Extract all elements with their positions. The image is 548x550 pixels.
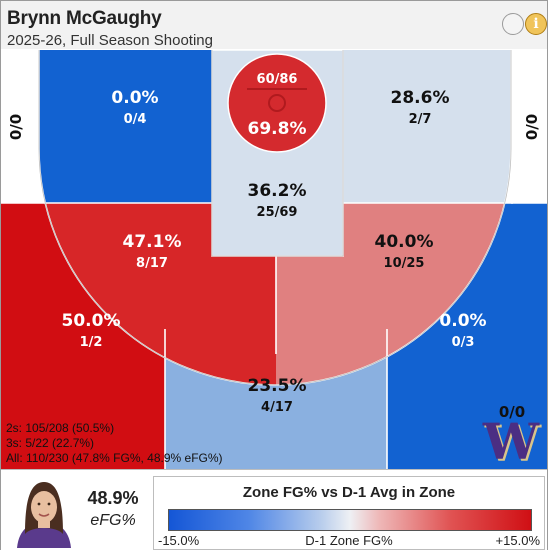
paint-frac: 25/69 [257,205,298,220]
rim-pct: 69.8% [248,119,307,139]
left-wing-3-frac: 1/2 [80,335,103,350]
header: Brynn McGaughy 2025-26, Full Season Shoo… [1,1,547,50]
right-corner-3-label: 0/0 [523,114,541,140]
zone-left-corner-3[interactable] [1,50,39,203]
rim-frac: 60/86 [257,72,298,87]
team-logo-shadow: W [484,414,542,469]
twos-summary: 2s: 105/208 (50.5%) [6,421,115,435]
right-baseline-2-pct: 28.6% [391,88,450,108]
zone-left-baseline-2[interactable] [39,50,212,203]
right-wing-3-frac: 0/3 [452,335,475,350]
team-logo: W W [482,412,542,469]
footer: 48.9% eFG% Zone FG% vs D-1 Avg in Zone -… [1,469,547,550]
zone-right-corner-3[interactable] [511,50,547,203]
legend-min-label: -15.0% [158,533,200,548]
efg-value: 48.9% [87,488,139,508]
zone-rim[interactable] [227,53,327,153]
top-of-key-3-frac: 4/17 [261,400,293,415]
right-wing-3-pct: 0.0% [439,311,486,331]
toggle-button[interactable] [502,13,524,35]
left-elbow-2-pct: 47.1% [123,232,182,252]
right-elbow-2-pct: 40.0% [375,232,434,252]
left-wing-3-pct: 50.0% [62,311,121,331]
legend-max-label: +15.0% [495,533,540,548]
right-baseline-2-frac: 2/7 [409,112,432,127]
color-legend: Zone FG% vs D-1 Avg in Zone -15.0% D-1 Z… [153,476,545,550]
chart-subtitle: 2025-26, Full Season Shooting [7,32,213,49]
heave-label: 0/0 [499,403,525,421]
legend-mid-label: D-1 Zone FG% [305,533,393,548]
court-heatmap: 0/0 0/0 0.0% 0/4 28.6% 2/7 60/86 69.8% 3… [1,49,547,469]
legend-title: Zone FG% vs D-1 Avg in Zone [242,484,456,501]
team-logo-letter: W [482,412,540,469]
zone-right-baseline-2[interactable] [343,50,513,203]
court-outline [38,50,512,386]
left-baseline-2-frac: 0/4 [124,112,147,127]
left-baseline-2-pct: 0.0% [111,88,158,108]
legend-gradient-bar [168,509,532,531]
threes-summary: 3s: 5/22 (22.7%) [6,436,95,450]
info-icon[interactable]: i [525,13,547,35]
paint-pct: 36.2% [248,181,307,201]
top-of-key-3-pct: 23.5% [248,376,307,396]
all-summary: All: 110/230 (47.8% FG%, 48.9% eFG%) [6,451,223,465]
left-corner-3-label: 0/0 [7,114,25,140]
left-elbow-2-frac: 8/17 [136,256,168,271]
efg-label: eFG% [90,512,136,529]
player-name: Brynn McGaughy [7,8,162,29]
shot-summary: 2s: 105/208 (50.5%) 3s: 5/22 (22.7%) All… [6,421,223,466]
right-elbow-2-frac: 10/25 [384,256,425,271]
avatar [11,474,77,548]
rim-hoop [268,94,286,112]
